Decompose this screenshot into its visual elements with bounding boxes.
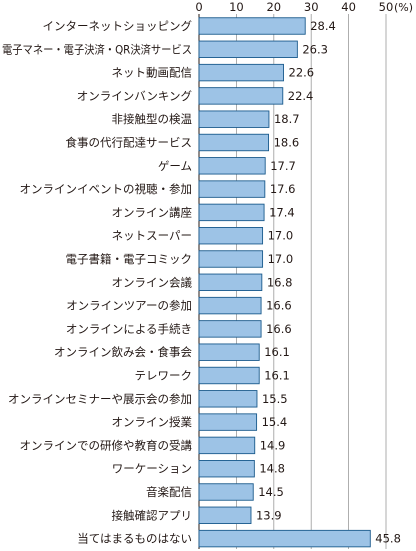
bar	[198, 110, 270, 128]
data-label: 14.8	[259, 462, 285, 476]
category-label: オンライン講座	[112, 205, 193, 219]
data-label: 17.6	[270, 182, 296, 196]
category-label: ネットスーパー	[112, 229, 192, 243]
bar	[198, 296, 262, 315]
category-label: オンライン授業	[112, 415, 193, 429]
data-label: 14.9	[260, 438, 286, 452]
category-labels: インターネットショッピング電子マネー・電子決済・QR決済サービスネット動画配信オ…	[2, 19, 192, 546]
bar	[198, 17, 306, 35]
category-label: オンラインツアーの参加	[66, 299, 192, 313]
unit-label: (%)	[394, 1, 413, 14]
category-label: ゲーム	[158, 159, 192, 173]
category-label: ワーケーション	[112, 462, 192, 476]
category-label: テレワーク	[135, 369, 193, 383]
bar	[198, 506, 252, 524]
category-label: 電子書籍・電子コミック	[66, 252, 193, 266]
category-label: オンラインによる手続き	[66, 322, 192, 336]
data-label: 16.6	[266, 299, 292, 313]
bar	[198, 87, 284, 105]
data-label: 17.4	[269, 205, 295, 219]
bar	[198, 460, 255, 478]
data-label: 13.9	[256, 508, 282, 522]
bar	[198, 226, 264, 245]
bar	[198, 436, 256, 455]
value-axis: 0 10 20 30 40 50	[195, 0, 393, 14]
bar	[198, 366, 260, 385]
tick-label: 30	[304, 0, 319, 14]
bar	[198, 390, 258, 408]
data-label: 18.7	[274, 112, 300, 126]
category-label: オンラインバンキング	[77, 89, 193, 103]
tick-label: 10	[229, 0, 244, 14]
category-label: オンライン飲み会・食事会	[54, 345, 192, 359]
data-label: 28.4	[310, 19, 336, 33]
data-label: 18.6	[274, 136, 300, 150]
data-label: 26.3	[302, 42, 328, 56]
bar	[198, 413, 258, 431]
bars: 28.4 26.3 22.6 22.4 18.7 18.6 17.7 17.6 17.4 17.0…	[198, 17, 401, 548]
tick-label: 20	[266, 0, 281, 14]
category-label: 当てはまるものはない	[77, 532, 192, 546]
bar	[198, 40, 298, 58]
bar	[198, 273, 263, 291]
bar	[198, 250, 264, 268]
data-label: 14.5	[258, 485, 284, 499]
data-label: 16.1	[264, 345, 290, 359]
category-label: インターネットショッピング	[43, 19, 193, 33]
tick-label: 0	[195, 0, 202, 14]
category-label: 電子マネー・電子決済・QR決済サービス	[2, 42, 192, 56]
bar	[198, 203, 265, 222]
bar	[198, 180, 266, 198]
bar	[198, 483, 254, 501]
bar	[198, 63, 284, 82]
category-label: オンライン会議	[112, 275, 193, 289]
category-label: 接触確認アプリ	[112, 508, 193, 522]
bar	[198, 320, 262, 338]
data-label: 17.0	[268, 252, 294, 266]
data-label: 17.0	[268, 229, 294, 243]
bar	[198, 529, 371, 548]
category-label: オンラインセミナーや展示会の参加	[8, 392, 192, 406]
category-label: 非接触型の検温	[112, 112, 193, 126]
data-label: 45.8	[375, 532, 401, 546]
category-label: オンラインイベントの視聴・参加	[20, 182, 193, 196]
data-label: 17.7	[270, 159, 296, 173]
category-label: ネット動画配信	[112, 66, 193, 80]
data-label: 22.4	[288, 89, 314, 103]
tick-label: 40	[341, 0, 356, 14]
data-label: 22.6	[289, 66, 315, 80]
category-label: 食事の代行配達サービス	[66, 136, 193, 150]
data-label: 16.8	[267, 275, 293, 289]
data-label: 16.1	[264, 369, 290, 383]
bar	[198, 343, 260, 361]
category-label: オンラインでの研修や教育の受講	[20, 438, 193, 452]
data-label: 15.5	[262, 392, 288, 406]
tick-label: 50	[379, 0, 394, 14]
data-label: 15.4	[262, 415, 288, 429]
data-label: 16.6	[266, 322, 292, 336]
bar	[198, 133, 270, 152]
bar	[198, 157, 266, 175]
category-label: 音楽配信	[146, 485, 192, 499]
